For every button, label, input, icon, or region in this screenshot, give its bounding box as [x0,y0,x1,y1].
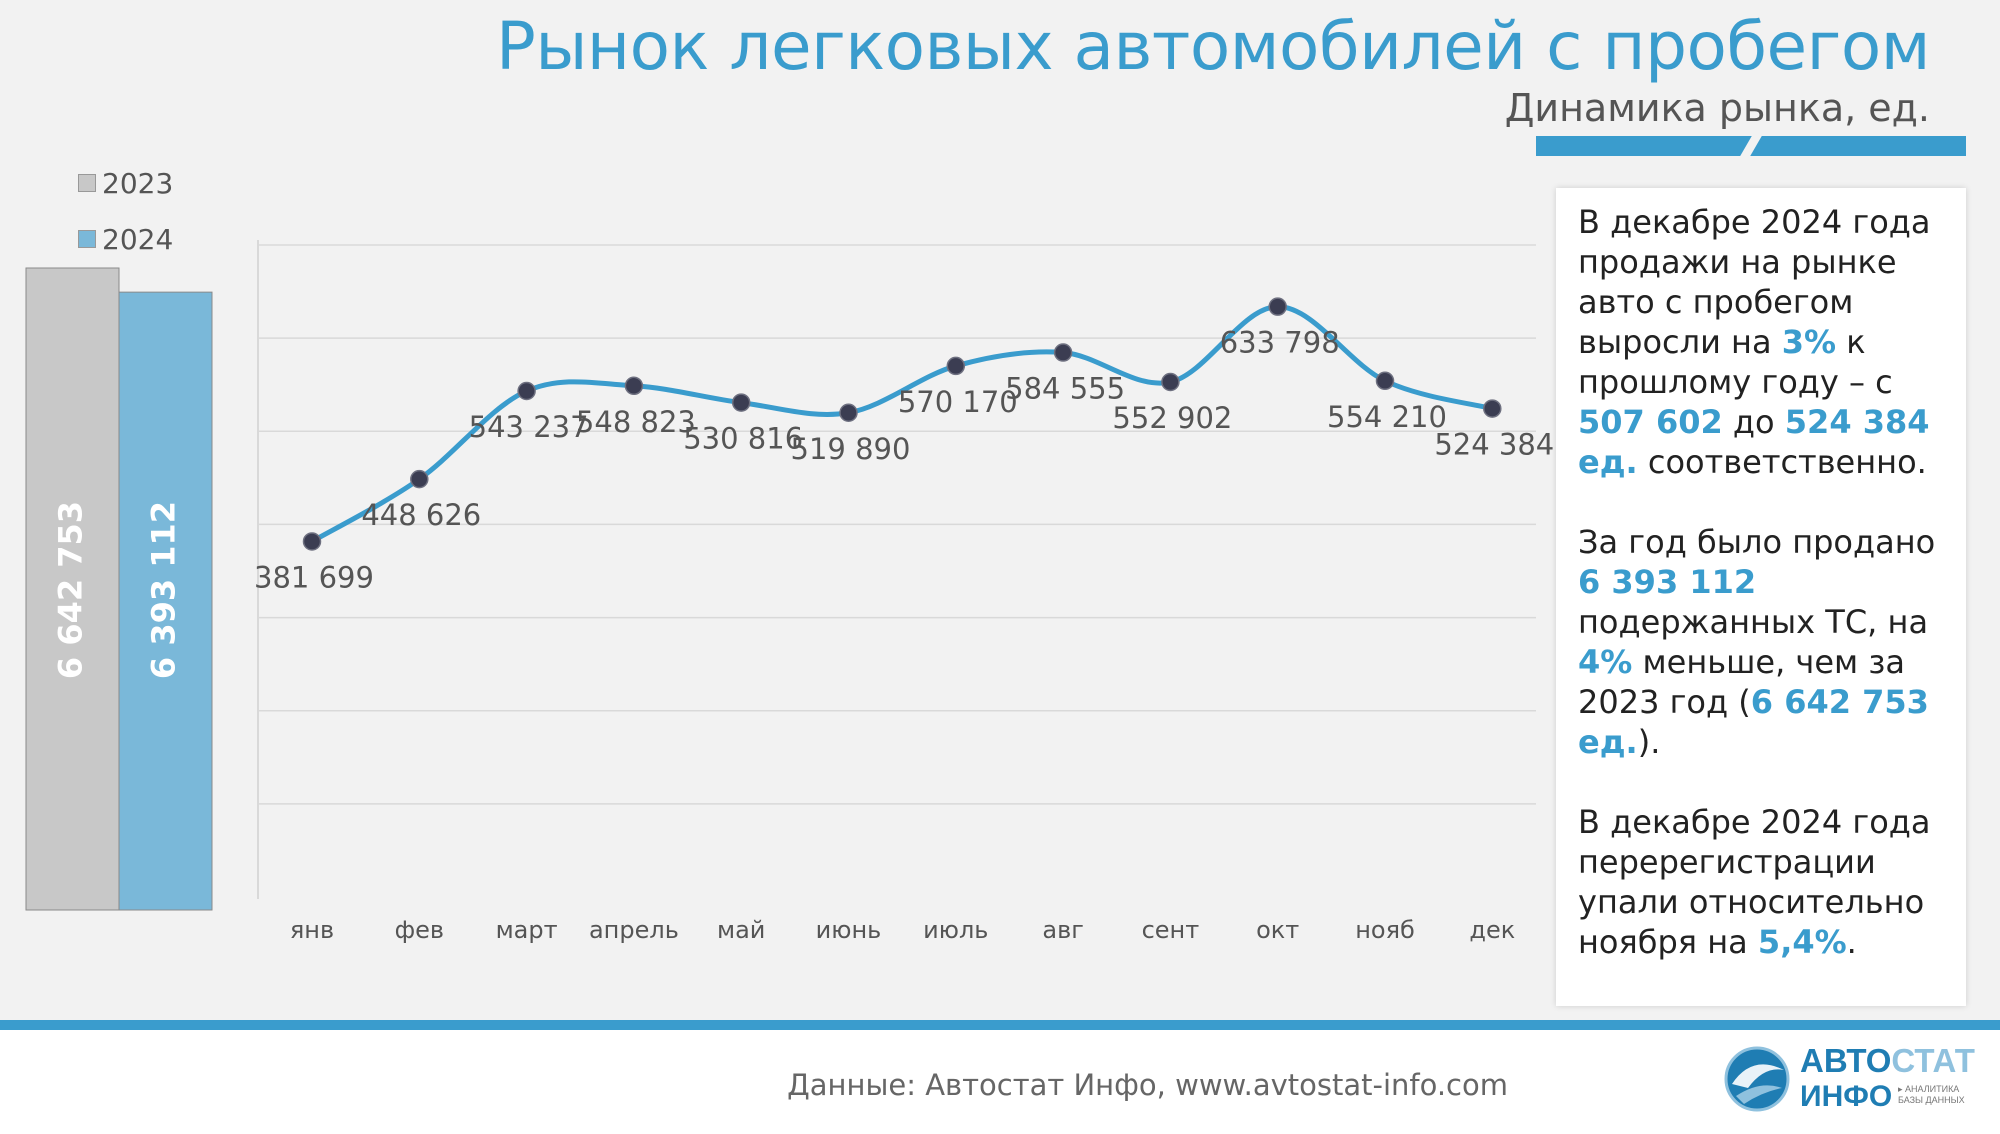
summary-year-sales: За год было продано 6 393 112 подержанны… [1578,522,1946,762]
legend-item-2024: 2024 [78,211,173,267]
x-tick-label-янв: янв [290,916,334,944]
summary-highlight: 507 602 [1578,403,1723,441]
data-label-май: 530 816 [683,422,803,456]
data-point-июнь [839,403,858,423]
data-label-июнь: 519 890 [791,432,911,466]
x-tick-label-сент: сент [1142,916,1200,944]
data-point-авг [1053,343,1073,362]
data-label-фев: 448 626 [361,498,481,532]
legend-label-2024: 2024 [102,222,174,256]
data-point-фев [410,469,429,489]
x-tick-label-май: май [717,916,765,944]
summary-text: ). [1637,723,1661,761]
summary-text: соответственно. [1637,443,1927,481]
data-label-янв: 381 699 [254,560,374,594]
page-title: Рынок легковых автомобилей с пробегом [496,8,1930,85]
logo-tagline-line: БАЗЫ ДАННЫХ [1898,1095,1965,1105]
data-point-май [731,393,751,412]
legend-swatch-2024 [78,230,96,248]
x-tick-label-июль: июль [923,916,988,944]
x-tick-label-апрель: апрель [589,916,679,944]
data-point-нояб [1375,371,1395,391]
legend-item-2023: 2023 [78,155,173,211]
data-label-дек: 524 384 [1434,428,1554,462]
summary-text: . [1846,923,1857,961]
data-label-авг: 584 555 [1005,372,1125,406]
summary-highlight: 6 393 112 [1578,563,1757,601]
data-label-сент: 552 902 [1112,401,1232,435]
logo-text-stat: СТАТ [1891,1042,1975,1079]
summary-reregistrations: В декабре 2024 года перерегистрации упал… [1578,802,1946,962]
annual-bar-label-2024: 6 393 112 [145,501,183,679]
data-point-сент [1161,372,1180,392]
summary-text: В декабре 2024 года продажи на рынке авт… [1578,203,1931,361]
x-tick-label-нояб: нояб [1355,916,1415,944]
subtitle-accent-bar [1536,136,1966,156]
data-source-note: Данные: Автостат Инфо, www.avtostat-info… [787,1068,1508,1102]
logo-swirl-icon [1724,1046,1790,1112]
legend-swatch-2023 [78,174,96,192]
annual-bar-2024 [118,291,213,911]
footer-accent-bar [0,1020,2000,1030]
chart-legend: 2023 2024 [78,155,173,267]
data-label-апрель: 548 823 [576,405,696,439]
summary-panel: В декабре 2024 года продажи на рынке авт… [1556,188,1966,1006]
logo-wordmark-top: АВТОСТАТ [1800,1042,1975,1080]
data-point-июль [946,356,966,376]
data-point-окт [1268,297,1287,316]
data-point-апрель [624,376,644,396]
logo-wordmark-bottom: ИНФО [1800,1080,1893,1113]
data-point-дек [1483,399,1502,418]
data-label-июль: 570 170 [898,385,1018,419]
summary-highlight: 524 384 ед. [1578,403,1930,481]
annual-bar-label-2023: 6 642 753 [52,501,90,679]
x-tick-label-март: март [496,916,558,944]
charts-canvas: 6 642 753 6 393 112 381 699 янв 448 626 фев 54… [25,240,1554,944]
x-tick-label-авг: авг [1042,916,1083,944]
summary-highlight: 6 642 753 ед. [1578,683,1929,761]
avtostat-logo: АВТОСТАТ ИНФО ▸ АНАЛИТИКА БАЗЫ ДАННЫХ [1722,1040,1982,1120]
summary-highlight: 4% [1578,643,1633,681]
data-label-окт: 633 798 [1220,326,1340,360]
summary-text: к прошлому году – с [1578,323,1893,401]
logo-tagline-line: ▸ АНАЛИТИКА [1898,1084,1960,1094]
legend-label-2023: 2023 [102,166,174,200]
summary-text: В декабре 2024 года перерегистрации упал… [1578,803,1931,961]
summary-text: до [1722,403,1785,441]
summary-highlight: 3% [1781,323,1837,361]
x-tick-label-дек: дек [1469,916,1515,944]
summary-text: подержанных ТС, на [1578,603,1929,641]
x-tick-label-фев: фев [395,916,444,944]
summary-december-sales: В декабре 2024 года продажи на рынке авт… [1578,202,1946,482]
x-tick-label-июнь: июнь [816,916,882,944]
data-point-янв [302,532,322,551]
data-label-март: 543 237 [469,410,589,444]
page-subtitle: Динамика рынка, ед. [1504,86,1930,130]
logo-tagline: ▸ АНАЛИТИКА БАЗЫ ДАННЫХ [1898,1084,1965,1106]
data-point-март [517,381,536,401]
summary-highlight: 5,4% [1757,923,1847,961]
summary-text: меньше, чем за 2023 год ( [1578,643,1905,721]
series-line-2024 [309,304,1495,544]
x-tick-label-окт: окт [1256,916,1299,944]
logo-text-avto: АВТО [1800,1042,1892,1079]
data-label-нояб: 554 210 [1327,400,1447,434]
footer [0,1030,2000,1134]
summary-text: За год было продано [1578,523,1936,561]
annual-bar-2023 [25,267,120,911]
